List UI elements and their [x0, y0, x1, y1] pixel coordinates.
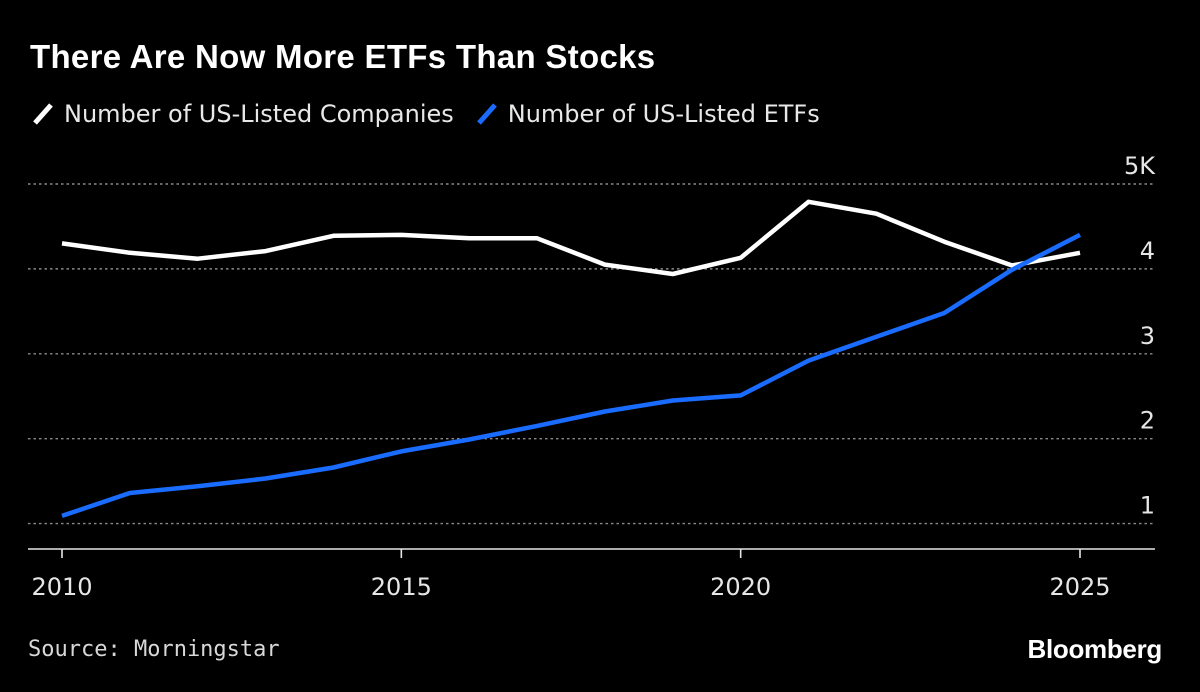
bloomberg-logo: Bloomberg: [1027, 634, 1162, 664]
series-line-companies: [61, 199, 1081, 277]
series-layer: [61, 199, 1082, 519]
legend-item-companies: Number of US-Listed Companies: [30, 100, 454, 128]
grid-layer: [28, 183, 1155, 525]
y-tick-label-1: 1: [1140, 492, 1155, 520]
x-tick-label-2015: 2015: [371, 573, 432, 601]
y-tick-label-5K: 5K: [1124, 152, 1156, 180]
series-line-etfs: [61, 232, 1082, 519]
y-tick-label-4: 4: [1140, 237, 1155, 265]
tick-labels: 1 2 3 4 5K 2010 2015 2020 2025: [31, 152, 1156, 601]
source-note: Source: Morningstar: [28, 637, 280, 662]
legend-label-etfs: Number of US-Listed ETFs: [507, 100, 820, 128]
legend-item-etfs: Number of US-Listed ETFs: [474, 100, 820, 128]
chart-title: There Are Now More ETFs Than Stocks: [30, 38, 656, 75]
x-tick-label-2010: 2010: [31, 573, 92, 601]
x-axis: [28, 548, 1155, 558]
chart-legend: Number of US-Listed Companies Number of …: [30, 100, 840, 128]
x-tick-label-2025: 2025: [1049, 573, 1110, 601]
legend-swatch-companies: [33, 103, 53, 125]
legend-swatch-etfs: [476, 103, 497, 125]
legend-label-companies: Number of US-Listed Companies: [64, 100, 454, 128]
y-tick-label-3: 3: [1140, 322, 1155, 350]
x-tick-label-2020: 2020: [710, 573, 771, 601]
y-tick-label-2: 2: [1140, 407, 1155, 435]
